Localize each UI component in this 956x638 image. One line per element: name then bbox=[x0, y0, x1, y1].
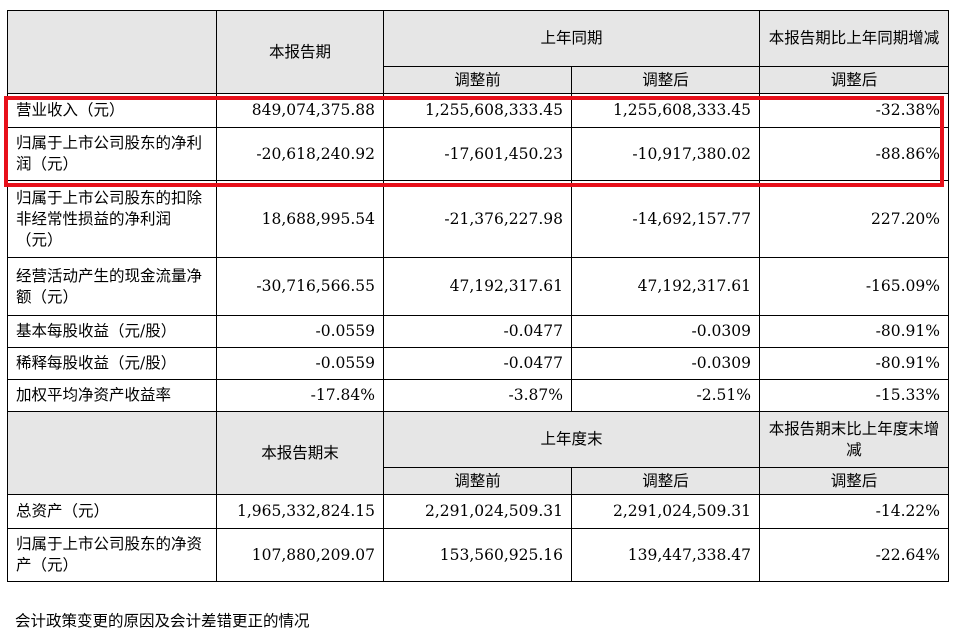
header-change: 本报告期比上年同期增减 bbox=[759, 10, 950, 67]
row-change: -165.09% bbox=[759, 257, 950, 316]
header-row-4: 调整前 调整后 调整后 bbox=[8, 467, 950, 495]
row-current: -20,618,240.92 bbox=[216, 127, 384, 181]
row-change: -22.64% bbox=[759, 528, 950, 582]
row-current: -0.0559 bbox=[216, 315, 384, 348]
row-before: -0.0477 bbox=[383, 347, 572, 380]
row-after: -0.0309 bbox=[570, 347, 761, 380]
footer-text: 会计政策变更的原因及会计差错更正的情况 bbox=[15, 612, 310, 630]
row-after: 47,192,317.61 bbox=[570, 257, 761, 316]
table-row: 经营活动产生的现金流量净额（元） -30,716,566.55 47,192,3… bbox=[7, 257, 950, 316]
table-row: 营业收入（元） 849,074,375.88 1,255,608,333.45 … bbox=[7, 93, 950, 128]
row-current: -17.84% bbox=[216, 379, 384, 412]
row-before: -3.87% bbox=[383, 379, 572, 412]
header-row-1: 本报告期 上年同期 本报告期比上年同期增减 bbox=[7, 10, 950, 94]
row-label: 经营活动产生的现金流量净额（元） bbox=[7, 257, 217, 316]
table-row: 加权平均净资产收益率 -17.84% -3.87% -2.51% -15.33% bbox=[7, 379, 950, 412]
row-label: 归属于上市公司股东的净利润（元） bbox=[7, 127, 217, 181]
row-label: 营业收入（元） bbox=[7, 93, 217, 128]
header-prior-year-end: 上年度末 bbox=[382, 411, 761, 468]
row-after: 139,447,338.47 bbox=[570, 528, 761, 582]
row-change: -80.91% bbox=[759, 315, 950, 348]
table-row: 总资产（元） 1,965,332,824.15 2,291,024,509.31… bbox=[7, 494, 950, 529]
header-change-end: 本报告期末比上年度末增减 bbox=[759, 411, 950, 468]
table-row: 归属于上市公司股东的净利润（元） -20,618,240.92 -17,601,… bbox=[7, 127, 950, 181]
header-before-adjust: 调整前 bbox=[383, 467, 572, 495]
header-change-after: 调整后 bbox=[759, 467, 950, 495]
row-label: 加权平均净资产收益率 bbox=[7, 379, 217, 412]
row-change: -32.38% bbox=[759, 93, 950, 128]
row-current: -30,716,566.55 bbox=[216, 257, 384, 316]
row-before: 47,192,317.61 bbox=[383, 257, 572, 316]
row-current: 107,880,209.07 bbox=[216, 528, 384, 582]
header-blank bbox=[7, 411, 217, 495]
row-after: 1,255,608,333.45 bbox=[570, 93, 761, 128]
row-label: 归属于上市公司股东的扣除非经常性损益的净利润（元） bbox=[7, 180, 217, 258]
row-after: -10,917,380.02 bbox=[570, 127, 761, 181]
row-before: 2,291,024,509.31 bbox=[383, 494, 572, 529]
row-before: -0.0477 bbox=[383, 315, 572, 348]
header-row-3: 本报告期末 上年度末 本报告期末比上年度末增减 bbox=[7, 411, 950, 495]
row-label: 稀释每股收益（元/股） bbox=[7, 347, 217, 380]
row-change: 227.20% bbox=[759, 180, 950, 258]
header-current-period: 本报告期 bbox=[216, 10, 384, 94]
header-prior-period: 上年同期 bbox=[382, 10, 761, 67]
row-after: 2,291,024,509.31 bbox=[570, 494, 761, 529]
header-row-2: 调整前 调整后 调整后 bbox=[8, 66, 950, 94]
row-change: -88.86% bbox=[759, 127, 950, 181]
row-after: -14,692,157.77 bbox=[570, 180, 761, 258]
row-current: 849,074,375.88 bbox=[216, 93, 384, 128]
row-label: 归属于上市公司股东的净资产（元） bbox=[7, 528, 217, 582]
table-row: 归属于上市公司股东的净资产（元） 107,880,209.07 153,560,… bbox=[7, 528, 950, 582]
header-after-adjust: 调整后 bbox=[570, 467, 761, 495]
row-change: -80.91% bbox=[759, 347, 950, 380]
header-current-period-end: 本报告期末 bbox=[216, 411, 384, 495]
header-blank bbox=[7, 10, 217, 94]
row-change: -15.33% bbox=[759, 379, 950, 412]
row-current: -0.0559 bbox=[216, 347, 384, 380]
row-current: 18,688,995.54 bbox=[216, 180, 384, 258]
table-row: 稀释每股收益（元/股） -0.0559 -0.0477 -0.0309 -80.… bbox=[7, 347, 950, 380]
row-current: 1,965,332,824.15 bbox=[216, 494, 384, 529]
row-after: -0.0309 bbox=[570, 315, 761, 348]
table-row: 归属于上市公司股东的扣除非经常性损益的净利润（元） 18,688,995.54 … bbox=[7, 180, 950, 258]
row-before: -21,376,227.98 bbox=[383, 180, 572, 258]
row-label: 基本每股收益（元/股） bbox=[7, 315, 217, 348]
row-before: 1,255,608,333.45 bbox=[383, 93, 572, 128]
header-change-after: 调整后 bbox=[759, 66, 950, 94]
header-before-adjust: 调整前 bbox=[383, 66, 572, 94]
row-change: -14.22% bbox=[759, 494, 950, 529]
financial-table: 本报告期 上年同期 本报告期比上年同期增减 调整前 调整后 调整后 营业收入（元… bbox=[7, 10, 950, 582]
row-before: -17,601,450.23 bbox=[383, 127, 572, 181]
row-label: 总资产（元） bbox=[7, 494, 217, 529]
table-row: 基本每股收益（元/股） -0.0559 -0.0477 -0.0309 -80.… bbox=[7, 315, 950, 348]
row-after: -2.51% bbox=[570, 379, 761, 412]
header-after-adjust: 调整后 bbox=[570, 66, 761, 94]
row-before: 153,560,925.16 bbox=[383, 528, 572, 582]
